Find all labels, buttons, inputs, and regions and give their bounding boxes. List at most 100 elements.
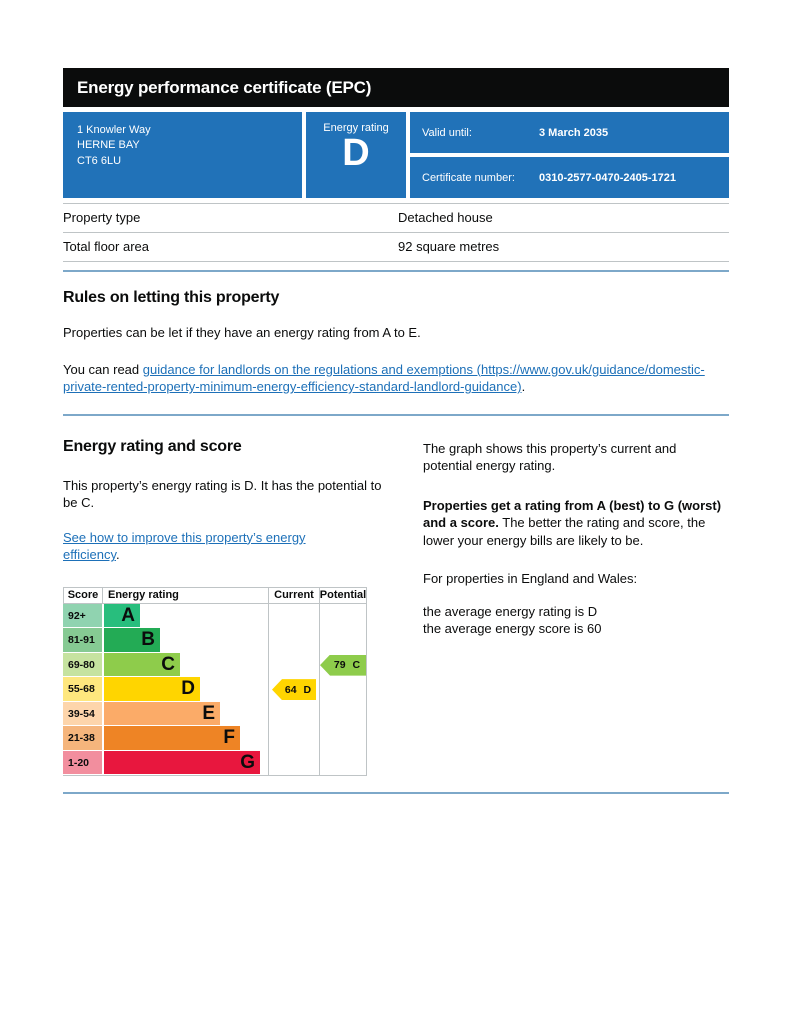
rules-paragraph: Properties can be let if they have an en… <box>63 325 421 340</box>
certificate-number-row: Certificate number: 0310-2577-0470-2405-… <box>410 157 729 198</box>
property-facts-table: Property type Detached house Total floor… <box>63 203 729 262</box>
band-bar-cell: A <box>102 603 268 629</box>
guidance-prefix: You can read <box>63 361 143 377</box>
band-bar-e: E <box>104 701 220 726</box>
property-type-value: Detached house <box>398 210 493 225</box>
rating-explanation-bold: Properties get a rating from A (best) to… <box>423 497 722 531</box>
band-bar-g: G <box>104 750 260 775</box>
rating-explanation: Properties get a rating from A (best) to… <box>423 497 729 550</box>
band-bar-d: D <box>104 677 200 701</box>
current-column-cell: 64 D <box>268 677 319 702</box>
total-floor-area-value: 92 square metres <box>398 239 500 254</box>
energy-rating-box: Energy rating D <box>306 112 406 198</box>
band-bar-cell: C <box>102 652 268 678</box>
energy-rating-section: Energy rating and score This property’s … <box>63 416 729 777</box>
band-bar-c: C <box>104 652 180 677</box>
current-score: 64 <box>284 683 297 696</box>
current-band: D <box>303 683 312 696</box>
property-type-label: Property type <box>63 210 141 225</box>
epc-chart-body: 92+ A 81-91 B 69-80 C 79 C 55-68 D 64 D 39-54 E 21-38 F… <box>63 603 367 777</box>
valid-until-row: Valid until: 3 March 2035 <box>410 112 729 153</box>
band-bar-cell: D <box>102 677 268 702</box>
section-divider <box>63 413 729 416</box>
landlord-guidance-link[interactable]: guidance for landlords on the regulation… <box>63 361 705 395</box>
improve-efficiency-link[interactable]: See how to improve this property’s energ… <box>63 529 306 563</box>
current-column-cell <box>268 726 319 751</box>
valid-until-label: Valid until: <box>422 126 472 139</box>
graph-description: The graph shows this property’s current … <box>423 440 677 474</box>
epc-document: Energy performance certificate (EPC) 1 K… <box>63 68 729 795</box>
epc-band-row-f: 21-38 F <box>63 726 367 751</box>
energy-rating-left-column: Energy rating and score This property’s … <box>63 416 393 777</box>
band-score-range: 69-80 <box>63 652 102 678</box>
certificate-number-value: 0310-2577-0470-2405-1721 <box>539 171 677 184</box>
band-bar-cell: G <box>102 750 268 776</box>
band-score-range: 81-91 <box>63 628 102 653</box>
average-score-line: the average energy score is 60 <box>423 621 602 637</box>
epc-chart-header: Score Energy rating Current Potential <box>63 586 367 604</box>
current-column-cell <box>268 603 319 629</box>
potential-column-cell <box>319 603 367 629</box>
band-bar-a: A <box>104 603 140 628</box>
certificate-title-bar: Energy performance certificate (EPC) <box>63 68 729 107</box>
improve-suffix: . <box>116 547 120 563</box>
epc-potential-arrow: 79 C <box>320 654 366 676</box>
energy-rating-label: Energy rating <box>323 122 389 134</box>
potential-column-cell <box>319 726 367 751</box>
current-column-cell <box>268 628 319 653</box>
certificate-number-label: Certificate number: <box>422 171 515 184</box>
rating-intro-paragraph: This property’s energy rating is D. It h… <box>63 477 382 511</box>
epc-band-row-d: 55-68 D 64 D <box>63 677 367 702</box>
score-column-header: Score <box>63 587 102 603</box>
epc-band-row-a: 92+ A <box>63 603 367 629</box>
potential-column-cell <box>319 628 367 653</box>
band-score-range: 55-68 <box>63 677 102 702</box>
potential-column-cell <box>319 677 367 702</box>
property-address: 1 Knowler Way HERNE BAY CT6 6LU <box>63 112 302 198</box>
address-line: HERNE BAY <box>77 139 140 152</box>
band-score-range: 92+ <box>63 603 102 629</box>
epc-band-row-e: 39-54 E <box>63 701 367 727</box>
current-column-header: Current <box>268 587 319 603</box>
energy-rating-column-header: Energy rating <box>102 587 268 603</box>
current-column-cell <box>268 701 319 727</box>
improve-link-paragraph: See how to improve this property’s energ… <box>63 529 353 564</box>
band-bar-cell: F <box>102 726 268 751</box>
section-divider <box>63 270 729 272</box>
summary-panel: 1 Knowler Way HERNE BAY CT6 6LU Energy rat… <box>63 112 729 198</box>
guidance-suffix: . <box>521 379 526 395</box>
potential-column-cell: 79 C <box>319 652 367 678</box>
band-bar-b: B <box>104 628 160 652</box>
rules-heading: Rules on letting this property <box>63 289 280 306</box>
averages-paragraph: the average energy rating is D the avera… <box>423 603 729 638</box>
band-bar-cell: B <box>102 628 268 653</box>
band-bar-f: F <box>104 726 240 750</box>
potential-score: 79 <box>333 659 346 672</box>
certificate-info-box: Valid until: 3 March 2035 Certificate nu… <box>410 112 729 198</box>
letting-guidance-paragraph: You can read guidance for landlords on t… <box>63 361 729 396</box>
rating-explanation-rest: The better the rating and score, the low… <box>423 515 706 548</box>
epc-rating-chart: Score Energy rating Current Potential 92… <box>63 586 367 777</box>
epc-current-arrow: 64 D <box>272 679 316 701</box>
epc-band-row-c: 69-80 C 79 C <box>63 652 367 678</box>
england-wales-line: For properties in England and Wales: <box>423 571 638 587</box>
table-row: Property type Detached house <box>63 204 729 233</box>
potential-column-cell <box>319 701 367 727</box>
potential-band: C <box>352 659 361 672</box>
band-score-range: 1-20 <box>63 750 102 776</box>
band-score-range: 39-54 <box>63 701 102 727</box>
energy-rating-letter: D <box>342 132 370 174</box>
band-bar-cell: E <box>102 701 268 727</box>
band-score-range: 21-38 <box>63 726 102 751</box>
valid-until-value: 3 March 2035 <box>539 126 609 139</box>
total-floor-area-label: Total floor area <box>63 239 149 254</box>
energy-rating-heading: Energy rating and score <box>63 437 242 455</box>
current-column-cell <box>268 652 319 678</box>
address-line: CT6 6LU <box>77 154 122 167</box>
current-column-cell <box>268 750 319 776</box>
epc-band-row-b: 81-91 B <box>63 628 367 653</box>
potential-column-cell <box>319 750 367 776</box>
epc-band-row-g: 1-20 G <box>63 750 367 776</box>
potential-column-header: Potential <box>319 587 367 603</box>
table-row: Total floor area 92 square metres <box>63 233 729 262</box>
